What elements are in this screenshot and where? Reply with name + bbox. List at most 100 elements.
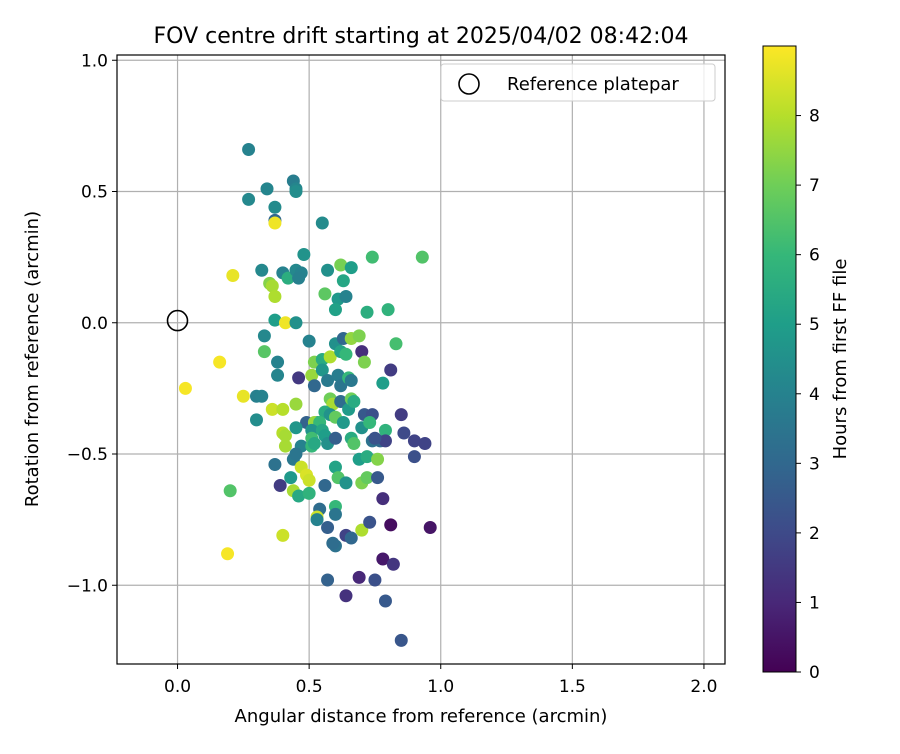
data-point	[318, 287, 332, 301]
data-point	[281, 271, 295, 285]
colorbar-tick-label: 5	[809, 315, 820, 335]
data-point	[302, 486, 316, 500]
data-point	[378, 423, 392, 437]
data-point	[363, 416, 377, 429]
data-point	[381, 303, 395, 317]
data-point	[339, 589, 353, 603]
data-point	[394, 408, 408, 422]
data-point	[292, 371, 306, 385]
data-point	[378, 594, 392, 608]
colorbar-tick-label: 7	[809, 176, 820, 196]
data-point	[242, 192, 256, 206]
data-point	[278, 439, 292, 453]
data-point	[384, 363, 398, 377]
y-tick-label: 1.0	[81, 51, 108, 71]
data-point	[321, 573, 335, 587]
data-point	[276, 402, 290, 416]
data-point	[344, 261, 358, 275]
y-axis-label: Rotation from reference (arcmin)	[22, 211, 43, 507]
data-point	[310, 513, 324, 527]
data-point	[307, 437, 321, 450]
x-tick-label: 2.0	[690, 677, 717, 697]
data-point	[368, 431, 382, 445]
colorbar: 0 1 2 3 4 5 6 7 8 Hours from first FF file	[762, 45, 851, 683]
chart-title: FOV centre drift starting at 2025/04/02 …	[154, 24, 689, 49]
data-point	[331, 368, 345, 382]
data-point	[268, 290, 282, 303]
data-point	[278, 316, 292, 330]
data-point	[315, 363, 329, 377]
data-point	[255, 389, 269, 403]
colorbar-tick-label: 8	[809, 107, 820, 127]
data-point	[344, 531, 358, 545]
data-point	[360, 471, 374, 485]
data-point	[328, 431, 342, 445]
data-point	[371, 452, 385, 466]
data-point	[334, 395, 348, 408]
data-point	[407, 434, 421, 448]
data-point	[178, 381, 192, 395]
data-point	[268, 216, 282, 230]
data-points	[178, 143, 437, 647]
data-point	[221, 547, 235, 561]
data-point	[289, 397, 303, 411]
data-point	[289, 316, 303, 330]
data-point	[318, 479, 332, 492]
legend-entry-label: Reference platepar	[507, 74, 679, 95]
data-point	[328, 507, 342, 521]
data-point	[315, 216, 329, 230]
data-point	[365, 250, 379, 264]
data-point	[265, 279, 279, 293]
data-point	[360, 450, 374, 464]
data-point	[321, 374, 335, 387]
x-axis-label: Angular distance from reference (arcmin)	[235, 706, 608, 727]
data-point	[407, 450, 421, 464]
data-point	[360, 305, 374, 319]
colorbar-tick-label: 1	[809, 593, 820, 613]
data-point	[289, 447, 303, 461]
data-point	[276, 528, 290, 542]
data-point	[268, 313, 282, 327]
data-point	[339, 347, 353, 361]
data-point	[305, 368, 319, 382]
data-point	[368, 573, 382, 587]
colorbar-label: Hours from first FF file	[830, 259, 851, 460]
data-point	[223, 484, 237, 498]
data-point	[384, 518, 398, 532]
data-point	[323, 350, 337, 364]
x-tick-label: 1.5	[559, 677, 586, 697]
data-point	[423, 521, 437, 534]
y-tick-label: −1.0	[67, 576, 108, 596]
colorbar-tick-label: 0	[809, 663, 820, 683]
legend: Reference platepar	[440, 63, 716, 102]
data-point	[321, 263, 335, 277]
data-point	[289, 185, 303, 198]
grid-lines	[117, 55, 725, 664]
x-tick-label: 0.0	[164, 677, 191, 697]
y-axis-ticks: 1.0 0.5 0.0 −0.5 −1.0	[67, 51, 117, 596]
data-point	[347, 437, 361, 450]
plot-frame	[116, 54, 726, 665]
data-point	[394, 633, 408, 647]
reference-point-marker	[166, 309, 189, 332]
data-point	[321, 521, 335, 534]
data-point	[268, 200, 282, 214]
data-point	[292, 271, 306, 285]
x-axis-ticks: 0.0 0.5 1.0 1.5 2.0	[164, 664, 717, 697]
data-point	[397, 426, 411, 440]
data-point	[344, 374, 358, 387]
colorbar-gradient	[762, 45, 797, 673]
data-point	[376, 552, 390, 566]
data-point	[371, 471, 385, 485]
y-tick-label: 0.0	[81, 314, 108, 334]
data-point	[260, 182, 274, 196]
data-point	[326, 536, 340, 550]
data-point	[242, 143, 256, 156]
data-point	[334, 379, 348, 393]
data-point	[302, 334, 316, 348]
data-point	[236, 389, 250, 403]
data-point	[352, 329, 366, 343]
data-point	[257, 345, 271, 359]
